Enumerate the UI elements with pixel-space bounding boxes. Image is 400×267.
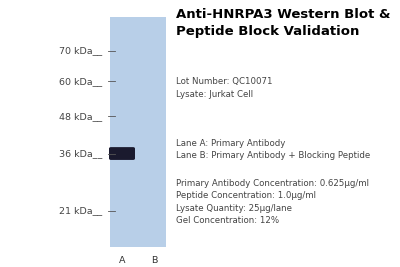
Bar — [110, 17, 166, 247]
Text: 70 kDa__: 70 kDa__ — [59, 46, 102, 55]
Text: 60 kDa__: 60 kDa__ — [59, 77, 102, 86]
Text: Anti-HNRPA3 Western Blot &
Peptide Block Validation: Anti-HNRPA3 Western Blot & Peptide Block… — [176, 8, 390, 37]
Text: 36 kDa__: 36 kDa__ — [59, 149, 102, 158]
FancyBboxPatch shape — [109, 147, 135, 160]
Text: Primary Antibody Concentration: 0.625μg/ml
Peptide Concentration: 1.0μg/ml
Lysat: Primary Antibody Concentration: 0.625μg/… — [176, 179, 369, 225]
Text: 21 kDa__: 21 kDa__ — [59, 206, 102, 215]
Text: Lot Number: QC10071
Lysate: Jurkat Cell: Lot Number: QC10071 Lysate: Jurkat Cell — [176, 77, 272, 99]
Text: Lane A: Primary Antibody
Lane B: Primary Antibody + Blocking Peptide: Lane A: Primary Antibody Lane B: Primary… — [176, 139, 370, 160]
Text: 48 kDa__: 48 kDa__ — [59, 112, 102, 121]
Text: B: B — [151, 256, 157, 265]
Text: A: A — [119, 256, 125, 265]
